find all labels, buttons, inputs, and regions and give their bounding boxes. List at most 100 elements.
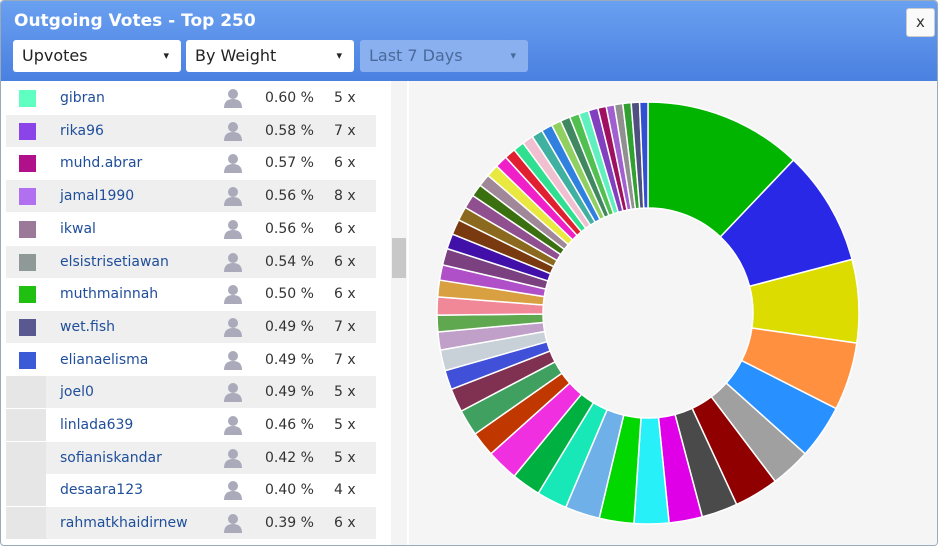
user-icon-svg: [224, 481, 242, 501]
user-name[interactable]: joel0: [60, 384, 94, 401]
user-name[interactable]: muhd.abrar: [60, 155, 143, 172]
user-icon: [223, 350, 243, 374]
user-name[interactable]: linlada639: [60, 417, 134, 433]
close-button[interactable]: x: [906, 8, 935, 37]
user-name[interactable]: ikwal: [60, 220, 96, 237]
weight-percent: 0.42 %: [265, 449, 314, 466]
period-select: Last 7 Days: [360, 40, 528, 72]
user-name[interactable]: muthmainnah: [60, 286, 159, 303]
user-name[interactable]: desaara123: [60, 482, 144, 499]
user-icon: [223, 252, 243, 276]
user-icon-svg: [224, 514, 242, 534]
user-icon-svg: [224, 219, 242, 239]
weight-percent: 0.40 %: [265, 482, 314, 499]
vote-count: 5 x: [334, 90, 356, 106]
user-icon-svg: [224, 285, 242, 305]
user-icon: [223, 186, 243, 210]
user-name[interactable]: elianaelisma: [60, 351, 149, 368]
user-name[interactable]: gibran: [60, 90, 105, 106]
table-row: desaara123 0.40 % 4 x: [6, 474, 376, 507]
user-icon: [223, 317, 243, 341]
color-swatch: [19, 155, 36, 173]
vote-count: 8 x: [334, 188, 356, 205]
weight-percent: 0.49 %: [265, 384, 314, 401]
table-row: rika96 0.58 % 7 x: [6, 114, 376, 147]
vote-count: 4 x: [334, 482, 356, 499]
table-row: elianaelisma 0.49 % 7 x: [6, 344, 376, 376]
color-swatch: [19, 253, 36, 271]
title: Outgoing Votes - Top 250: [14, 11, 256, 31]
color-swatch: [19, 90, 36, 107]
user-icon-svg: [224, 121, 242, 141]
table-row: gibran 0.60 % 5 x: [6, 82, 376, 114]
user-icon-svg: [224, 416, 242, 435]
user-icon-svg: [224, 448, 242, 468]
table-row: linlada639 0.46 % 5 x: [6, 409, 376, 441]
vote-count: 5 x: [334, 417, 356, 433]
user-name[interactable]: wet.fish: [60, 318, 115, 335]
user-icon-svg: [224, 187, 242, 207]
user-icon: [223, 513, 243, 537]
weight-percent: 0.49 %: [265, 351, 314, 368]
weight-percent: 0.58 %: [265, 122, 314, 139]
color-swatch: [6, 409, 46, 441]
color-swatch: [6, 507, 46, 540]
donut-segment[interactable]: [638, 101, 649, 209]
table-row: jamal1990 0.56 % 8 x: [6, 180, 376, 213]
color-swatch: [19, 122, 36, 140]
weight-percent: 0.60 %: [265, 90, 314, 106]
user-icon: [223, 88, 243, 112]
weight-percent: 0.57 %: [265, 155, 314, 172]
weight-percent: 0.56 %: [265, 188, 314, 205]
weight-percent: 0.54 %: [265, 253, 314, 270]
table-row: ikwal 0.56 % 6 x: [6, 213, 376, 245]
table-row: sofianiskandar 0.42 % 5 x: [6, 441, 376, 474]
user-name[interactable]: elsistrisetiawan: [60, 253, 169, 270]
user-icon: [223, 219, 243, 243]
vote-count: 6 x: [334, 253, 356, 270]
user-icon-svg: [224, 317, 242, 337]
color-swatch: [6, 376, 46, 409]
weight-percent: 0.46 %: [265, 417, 314, 433]
vote-count: 7 x: [334, 318, 356, 335]
table-row: elsistrisetiawan 0.54 % 6 x: [6, 245, 376, 278]
weight-percent: 0.39 %: [265, 515, 314, 532]
user-icon: [223, 382, 243, 406]
vote-count: 6 x: [334, 155, 356, 172]
table-row: wet.fish 0.49 % 7 x: [6, 310, 376, 343]
vote-list: gibran 0.60 % 5 x rika96 0.58 % 7 x muhd.abrar…: [6, 81, 376, 545]
color-swatch: [19, 286, 36, 304]
user-name[interactable]: sofianiskandar: [60, 449, 162, 466]
user-name[interactable]: rahmatkhaidirnew: [60, 515, 188, 532]
user-icon-svg: [224, 350, 242, 370]
color-swatch: [19, 220, 36, 238]
user-icon: [223, 448, 243, 472]
type-select[interactable]: Upvotes: [13, 40, 181, 72]
vote-count: 6 x: [334, 286, 356, 303]
user-icon: [223, 284, 243, 308]
user-name[interactable]: jamal1990: [60, 188, 135, 205]
color-swatch: [19, 188, 36, 206]
weight-percent: 0.56 %: [265, 220, 314, 237]
vote-count: 7 x: [334, 351, 356, 368]
user-icon: [223, 480, 243, 504]
vote-count: 6 x: [334, 220, 356, 237]
vote-count: 7 x: [334, 122, 356, 139]
table-row: joel0 0.49 % 5 x: [6, 376, 376, 409]
sort-select[interactable]: By Weight: [186, 40, 354, 72]
user-icon-svg: [224, 383, 242, 403]
scrollbar[interactable]: [391, 81, 407, 545]
color-swatch: [19, 351, 36, 369]
user-icon: [223, 415, 243, 439]
weight-percent: 0.50 %: [265, 286, 314, 303]
user-icon: [223, 121, 243, 145]
vote-count: 6 x: [334, 515, 356, 532]
table-row: muhd.abrar 0.57 % 6 x: [6, 147, 376, 179]
scroll-thumb[interactable]: [392, 238, 406, 278]
vote-count: 5 x: [334, 384, 356, 401]
color-swatch: [6, 441, 46, 474]
user-icon-svg: [224, 154, 242, 174]
user-name[interactable]: rika96: [60, 122, 104, 139]
vote-count: 5 x: [334, 449, 356, 466]
